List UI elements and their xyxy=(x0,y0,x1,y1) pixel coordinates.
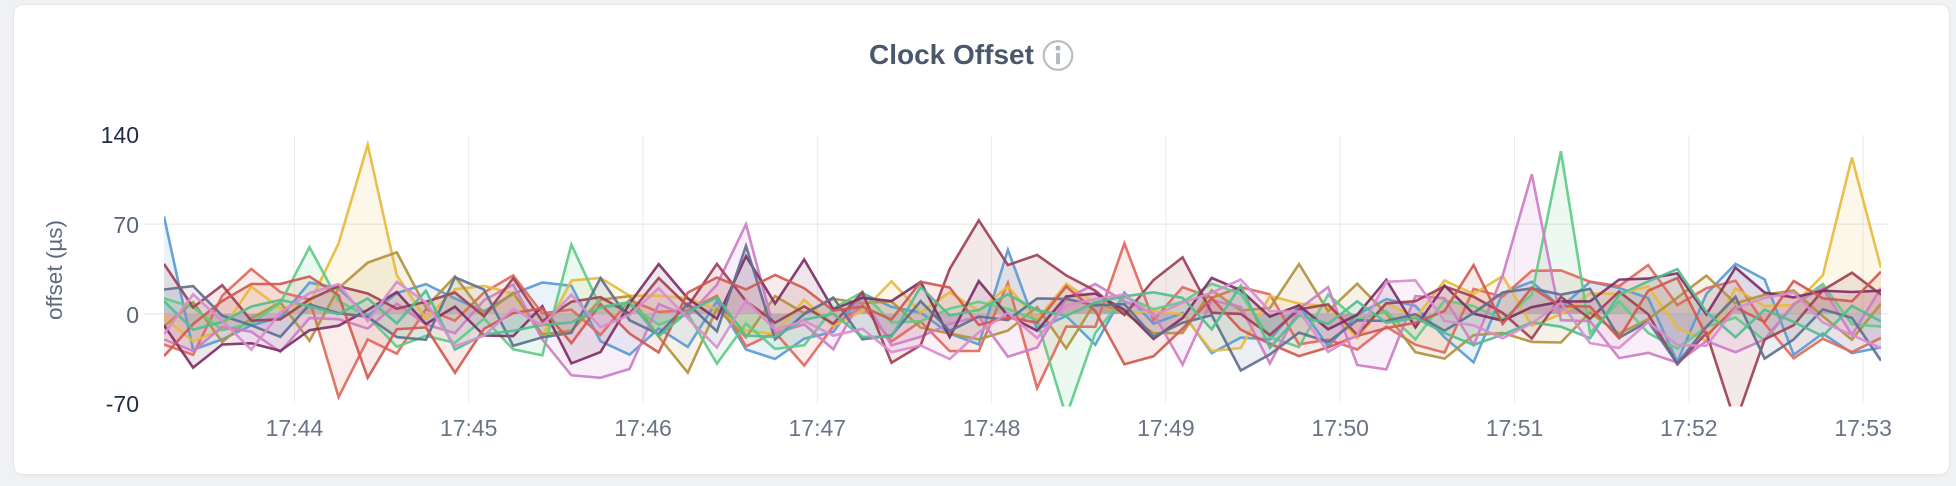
svg-text:offset (µs): offset (µs) xyxy=(42,220,67,320)
svg-text:17:49: 17:49 xyxy=(1137,415,1195,441)
svg-text:17:50: 17:50 xyxy=(1311,415,1369,441)
svg-text:70: 70 xyxy=(113,212,139,238)
svg-text:17:45: 17:45 xyxy=(440,415,498,441)
svg-text:17:52: 17:52 xyxy=(1660,415,1718,441)
svg-text:140: 140 xyxy=(101,122,139,148)
svg-text:17:51: 17:51 xyxy=(1486,415,1544,441)
svg-text:17:46: 17:46 xyxy=(614,415,672,441)
svg-text:17:53: 17:53 xyxy=(1834,415,1892,441)
svg-text:0: 0 xyxy=(126,302,139,328)
svg-text:17:48: 17:48 xyxy=(963,415,1021,441)
svg-text:-70: -70 xyxy=(106,391,139,417)
svg-text:17:47: 17:47 xyxy=(789,415,847,441)
svg-text:17:44: 17:44 xyxy=(266,415,324,441)
